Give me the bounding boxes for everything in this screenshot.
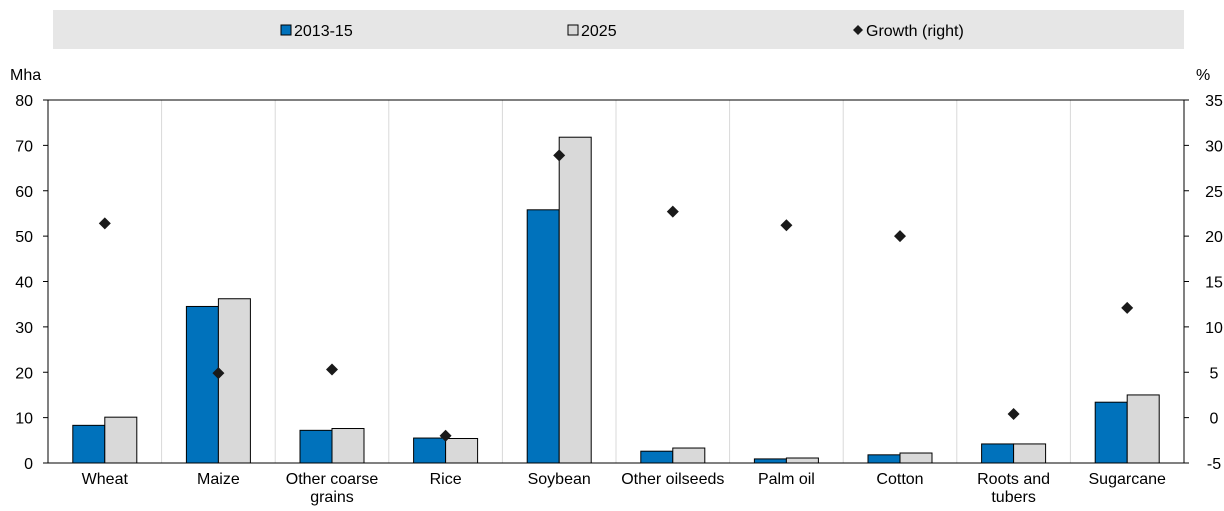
left-tick-label: 60: [15, 184, 33, 201]
bar-2025: [672, 447, 706, 464]
bar-2013-15: [299, 429, 333, 464]
category-label: Rice: [430, 471, 462, 488]
legend-label: Growth (right): [866, 23, 964, 40]
left-tick-label: 0: [24, 456, 33, 473]
right-tick-label: -5: [1207, 456, 1221, 473]
left-tick-label: 20: [15, 365, 33, 382]
category-label: Maize: [197, 471, 240, 488]
legend-background: [53, 10, 1184, 49]
right-tick-label: 20: [1205, 229, 1223, 246]
category-label: Other oilseeds: [621, 471, 724, 488]
right-tick-label: 10: [1205, 320, 1223, 337]
bar-2013-15: [981, 443, 1015, 464]
left-axis: 0 10 20 30 40 50 60 70 80: [15, 93, 48, 473]
bar-2025: [217, 298, 251, 464]
right-tick-label: 15: [1205, 275, 1223, 292]
right-tick-label: 0: [1210, 411, 1219, 428]
growth-marker: [553, 149, 566, 162]
bar-2025: [445, 437, 479, 464]
left-tick-label: 10: [15, 411, 33, 428]
bar-2025: [1126, 394, 1160, 464]
growth-marker: [1007, 407, 1020, 420]
right-axis: -5 0 5 10 15 20 25 30 35: [1184, 93, 1223, 473]
growth-marker: [212, 367, 225, 380]
bar-2013-15: [1094, 401, 1128, 464]
right-tick-label: 35: [1205, 93, 1223, 110]
growth-marker: [1121, 301, 1134, 314]
legend: 2013-15 2025 Growth (right): [280, 23, 964, 40]
left-tick-label: 50: [15, 229, 33, 246]
bar-2013-15: [72, 424, 106, 464]
legend-swatch-growth: [853, 25, 863, 35]
category-label: Soybean: [528, 471, 591, 488]
right-tick-label: 5: [1210, 365, 1219, 382]
bar-2013-15: [185, 305, 219, 464]
growth-marker: [780, 219, 793, 232]
bar-2025: [558, 136, 592, 464]
growth-marker: [326, 363, 338, 376]
legend-label: 2025: [581, 23, 617, 40]
left-tick-label: 40: [15, 275, 33, 292]
growth-marker: [439, 429, 452, 442]
left-tick-label: 30: [15, 320, 33, 337]
bar-2013-15: [867, 454, 901, 464]
growth-markers: [98, 149, 1134, 442]
legend-label: 2013-15: [294, 23, 353, 40]
growth-marker: [666, 205, 679, 218]
category-label: Other coarse grains: [286, 471, 379, 506]
left-tick-label: 70: [15, 138, 33, 155]
right-tick-label: 30: [1205, 138, 1223, 155]
bar-2025: [785, 457, 819, 464]
category-label: Wheat: [82, 471, 129, 488]
x-axis: Wheat Maize Other coarse grains Rice Soybean O…: [82, 471, 1166, 506]
category-label: Sugarcane: [1089, 471, 1166, 488]
bars: [72, 136, 1160, 464]
left-axis-unit: Mha: [10, 67, 41, 84]
left-tick-label: 80: [15, 93, 33, 110]
category-label: Roots and tubers: [977, 471, 1050, 506]
growth-marker: [98, 217, 111, 230]
bar-2013-15: [413, 437, 447, 464]
legend-swatch-2025: [567, 24, 579, 36]
growth-marker: [894, 230, 906, 243]
bar-2025: [331, 428, 365, 464]
right-tick-label: 25: [1205, 184, 1223, 201]
right-axis-unit: %: [1196, 67, 1210, 84]
category-label: Cotton: [876, 471, 923, 488]
category-label: Palm oil: [758, 471, 815, 488]
bar-2025: [899, 452, 933, 464]
legend-swatch-2013-15: [280, 24, 292, 36]
bar-2013-15: [526, 209, 560, 464]
bar-2025: [104, 416, 138, 464]
bar-2025: [1013, 443, 1047, 464]
bar-2013-15: [640, 450, 674, 464]
category-separators: [161, 100, 1071, 463]
bar-2013-15: [753, 458, 787, 464]
